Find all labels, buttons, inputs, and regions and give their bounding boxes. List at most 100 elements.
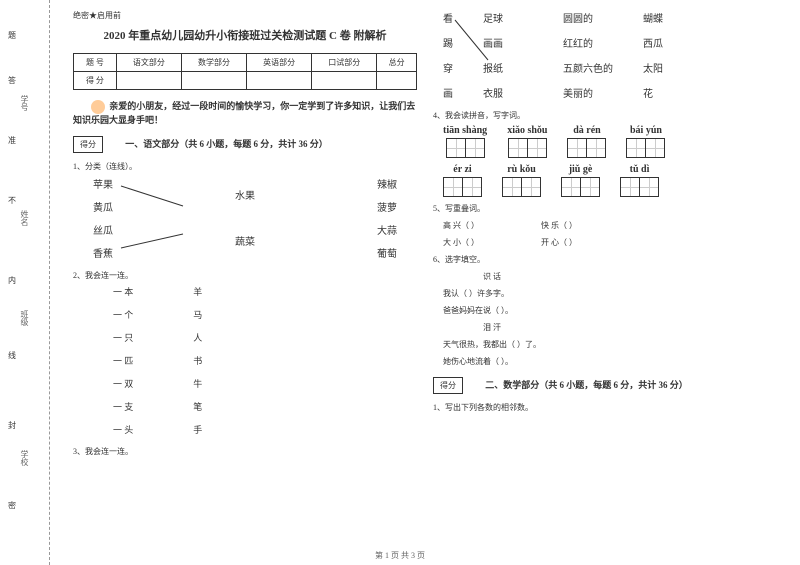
match-item: 五颜六色的 bbox=[563, 60, 613, 75]
fill-item: 大 小（ ） bbox=[443, 238, 479, 247]
match-item: 圆圆的 bbox=[563, 10, 613, 25]
th-total: 总分 bbox=[377, 54, 417, 72]
pinyin: ér zi bbox=[453, 164, 471, 175]
match-item: 衣服 bbox=[483, 85, 503, 100]
fill-item: 开 心（ ） bbox=[541, 238, 577, 247]
question-5: 5、写重叠词。 bbox=[433, 203, 777, 214]
binding-marker: 题 bbox=[8, 30, 16, 41]
match-item: 香蕉 bbox=[93, 245, 113, 260]
connector-lines bbox=[73, 176, 373, 266]
q1-match: 苹果 黄瓜 丝瓜 香蕉 水果 蔬菜 辣椒 菠萝 大蒜 葡萄 bbox=[73, 176, 417, 260]
counter-item: 一 匹 bbox=[113, 354, 133, 367]
tian-grid bbox=[626, 138, 665, 158]
counter-item: 一 双 bbox=[113, 377, 133, 390]
match-item: 苹果 bbox=[93, 176, 113, 191]
match-item: 蔬菜 bbox=[235, 233, 255, 248]
td-blank bbox=[312, 72, 377, 90]
left-column: 绝密★启用前 2020 年重点幼儿园幼升小衔接班过关检测试题 C 卷 附解析 题… bbox=[65, 10, 425, 545]
fill-line: 她伤心地流着（ ）。 bbox=[433, 356, 777, 367]
counter-item: 一 本 bbox=[113, 285, 133, 298]
td-score-label: 得 分 bbox=[74, 72, 117, 90]
match-item: 看 bbox=[443, 10, 453, 25]
tian-grid bbox=[620, 177, 659, 197]
score-box: 得分 bbox=[73, 136, 103, 153]
question-6: 6、选字填空。 bbox=[433, 254, 777, 265]
pinyin: jiǔ gè bbox=[569, 164, 593, 175]
pinyin-row-1: tiān shàng xiǎo shǒu dà rén bái yún bbox=[433, 125, 777, 158]
page-content: 绝密★启用前 2020 年重点幼儿园幼升小衔接班过关检测试题 C 卷 附解析 题… bbox=[50, 0, 800, 565]
match-item: 大蒜 bbox=[377, 222, 397, 237]
th-english: 英语部分 bbox=[247, 54, 312, 72]
td-blank bbox=[247, 72, 312, 90]
match-item: 蝴蝶 bbox=[643, 10, 663, 25]
binding-marker: 答 bbox=[8, 75, 16, 86]
fill-line: 天气很热，我都出（ ）了。 bbox=[433, 339, 777, 350]
char-choice: 识 话 bbox=[433, 271, 777, 282]
question-1: 1、分类（连线）。 bbox=[73, 161, 417, 172]
binding-marker: 准 bbox=[8, 135, 16, 146]
match-item: 足球 bbox=[483, 10, 503, 25]
confidential-label: 绝密★启用前 bbox=[73, 10, 417, 21]
match-item: 红红的 bbox=[563, 35, 613, 50]
binding-label: 班级 bbox=[19, 310, 30, 326]
match-item: 西瓜 bbox=[643, 35, 663, 50]
match-right: 辣椒 菠萝 大蒜 葡萄 bbox=[377, 176, 397, 260]
td-blank bbox=[377, 72, 417, 90]
match-item: 画画 bbox=[483, 35, 503, 50]
match-item: 太阳 bbox=[643, 60, 663, 75]
right-column: 看 踢 穿 画 足球 画画 报纸 衣服 圆圆的 红红的 五颜六色的 美丽的 蝴蝶… bbox=[425, 10, 785, 545]
tian-grid bbox=[443, 177, 482, 197]
child-icon bbox=[91, 100, 105, 114]
fill-item: 高 兴（ ） bbox=[443, 221, 479, 230]
fill-row: 大 小（ ） 开 心（ ） bbox=[433, 237, 777, 248]
tian-grid bbox=[567, 138, 606, 158]
match-mid: 水果 蔬菜 bbox=[235, 176, 255, 260]
question-2: 2、我会连一连。 bbox=[73, 270, 417, 281]
table-row: 得 分 bbox=[74, 72, 417, 90]
q2-counters: 一 本羊 一 个马 一 只人 一 匹书 一 双牛 一 支笔 一 头手 bbox=[73, 285, 417, 436]
match-item: 葡萄 bbox=[377, 245, 397, 260]
counter-item: 书 bbox=[193, 354, 202, 367]
binding-marker: 不 bbox=[8, 195, 16, 206]
fill-line: 爸爸妈妈在说（ ）。 bbox=[433, 305, 777, 316]
tian-grid bbox=[502, 177, 541, 197]
th-chinese: 语文部分 bbox=[116, 54, 181, 72]
match-item: 穿 bbox=[443, 60, 453, 75]
table-row: 题 号 语文部分 数学部分 英语部分 口试部分 总分 bbox=[74, 54, 417, 72]
binding-label: 学校 bbox=[19, 450, 30, 466]
counter-item: 人 bbox=[193, 331, 202, 344]
td-blank bbox=[116, 72, 181, 90]
binding-marker: 内 bbox=[8, 275, 16, 286]
pinyin: bái yún bbox=[630, 125, 662, 136]
th-oral: 口试部分 bbox=[312, 54, 377, 72]
counter-item: 手 bbox=[193, 423, 202, 436]
binding-marker: 密 bbox=[8, 500, 16, 511]
counter-item: 一 个 bbox=[113, 308, 133, 321]
pinyin: tiān shàng bbox=[443, 125, 487, 136]
binding-marker: 线 bbox=[8, 350, 16, 361]
page-footer: 第 1 页 共 3 页 bbox=[375, 550, 425, 561]
intro-text: 亲爱的小朋友，经过一段时间的愉快学习，你一定学到了许多知识，让我们去知识乐园大显… bbox=[73, 100, 417, 128]
match-item: 菠萝 bbox=[377, 199, 397, 214]
char-choice: 泪 汗 bbox=[433, 322, 777, 333]
intro-content: 亲爱的小朋友，经过一段时间的愉快学习，你一定学到了许多知识，让我们去知识乐园大显… bbox=[73, 101, 415, 125]
counter-item: 一 只 bbox=[113, 331, 133, 344]
section-chinese-title: 一、语文部分（共 6 小题，每题 6 分，共计 36 分） bbox=[125, 139, 328, 149]
match-item: 辣椒 bbox=[377, 176, 397, 191]
pinyin: rù kǒu bbox=[507, 164, 536, 175]
counter-item: 羊 bbox=[193, 285, 202, 298]
pinyin: xiǎo shǒu bbox=[507, 125, 547, 136]
th-math: 数学部分 bbox=[181, 54, 246, 72]
td-blank bbox=[181, 72, 246, 90]
pinyin: tǔ dì bbox=[630, 164, 650, 175]
fill-row: 高 兴（ ） 快 乐（ ） bbox=[433, 220, 777, 231]
th-section: 题 号 bbox=[74, 54, 117, 72]
section-math-title: 二、数学部分（共 6 小题，每题 6 分，共计 36 分） bbox=[485, 380, 688, 390]
match-item: 踢 bbox=[443, 35, 453, 50]
counter-item: 马 bbox=[193, 308, 202, 321]
counter-item: 牛 bbox=[193, 377, 202, 390]
binding-label: 学号 bbox=[19, 95, 30, 111]
fill-item: 快 乐（ ） bbox=[541, 221, 577, 230]
tian-grid bbox=[561, 177, 600, 197]
score-table: 题 号 语文部分 数学部分 英语部分 口试部分 总分 得 分 bbox=[73, 53, 417, 90]
